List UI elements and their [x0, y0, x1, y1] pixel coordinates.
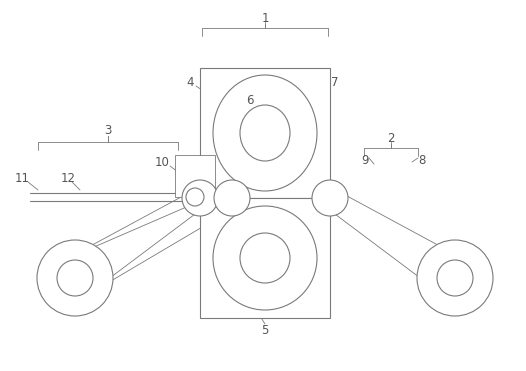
Text: 6: 6 [246, 93, 254, 106]
Text: 9: 9 [361, 154, 369, 167]
Circle shape [37, 240, 113, 316]
Bar [175, 155, 215, 197]
Text: 4: 4 [186, 76, 194, 89]
Bar [200, 198, 330, 318]
Bar [200, 68, 330, 198]
Circle shape [312, 180, 348, 216]
Text: 5: 5 [261, 324, 269, 336]
Circle shape [214, 180, 250, 216]
Text: 12: 12 [60, 171, 76, 184]
Text: 2: 2 [387, 131, 394, 144]
Circle shape [182, 180, 218, 216]
Ellipse shape [213, 206, 317, 310]
Text: 7: 7 [331, 76, 339, 89]
Circle shape [57, 260, 93, 296]
Ellipse shape [240, 105, 290, 161]
Text: 8: 8 [418, 154, 426, 167]
Text: 1: 1 [261, 12, 269, 24]
Text: 3: 3 [104, 124, 112, 137]
Circle shape [417, 240, 493, 316]
Circle shape [437, 260, 473, 296]
Ellipse shape [213, 75, 317, 191]
Text: 10: 10 [155, 155, 169, 168]
Text: 11: 11 [15, 171, 29, 184]
Ellipse shape [240, 233, 290, 283]
Circle shape [186, 188, 204, 206]
